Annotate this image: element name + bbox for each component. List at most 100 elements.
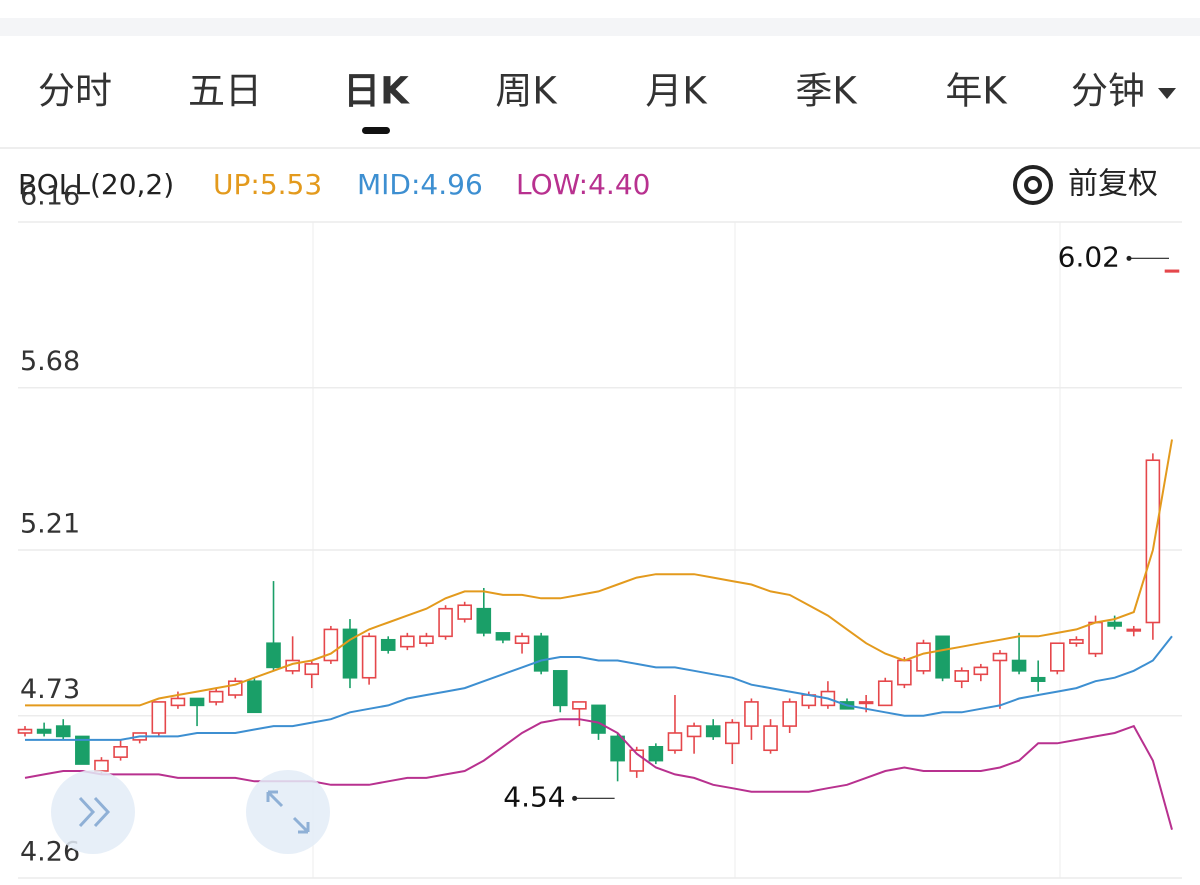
- tab[interactable]: 周K: [495, 70, 558, 113]
- candle: [36, 722, 52, 737]
- legend-entry: UP:5.53: [213, 168, 322, 201]
- y-tick-label: 5.68: [20, 346, 80, 377]
- candle: [189, 697, 205, 727]
- candle: [457, 601, 472, 623]
- candle: [342, 619, 358, 689]
- candle-body: [533, 635, 549, 672]
- band-line: [25, 635, 1173, 741]
- candle-body: [858, 701, 874, 705]
- candle: [629, 746, 645, 778]
- candle-body: [992, 652, 1008, 662]
- candle: [610, 732, 625, 782]
- y-tick-label: 5.21: [20, 509, 80, 540]
- candle: [725, 719, 740, 765]
- candle: [438, 605, 453, 640]
- candle: [400, 632, 415, 651]
- legend-entry: MID:4.96: [357, 168, 483, 201]
- candle-body: [782, 701, 797, 727]
- candle-body: [247, 680, 262, 714]
- annotation-label: 6.02: [1058, 240, 1120, 273]
- tab[interactable]: 日K: [343, 70, 410, 113]
- tab[interactable]: 月K: [645, 70, 708, 113]
- candle-body: [323, 628, 339, 662]
- candle-body: [113, 745, 128, 758]
- candle: [992, 650, 1008, 709]
- candle-body: [495, 632, 511, 641]
- tab[interactable]: 分时: [38, 70, 112, 113]
- candle: [208, 688, 224, 706]
- button-bg: [246, 770, 330, 854]
- band-line: [24, 718, 1173, 830]
- tab[interactable]: 五日: [188, 70, 262, 113]
- candle-body: [151, 701, 167, 734]
- button-icon: [266, 790, 310, 834]
- tab-indicator: [362, 127, 390, 134]
- candle: [361, 632, 377, 685]
- candle-body: [897, 659, 912, 686]
- candle: [304, 660, 320, 689]
- candle-body: [935, 635, 950, 679]
- tab[interactable]: 分钟: [1071, 70, 1145, 113]
- top-strip: [0, 18, 1200, 36]
- candle: [17, 726, 33, 737]
- candle-body: [170, 697, 186, 707]
- candle: [572, 701, 587, 727]
- candle: [113, 739, 128, 761]
- candle: [686, 722, 702, 754]
- candle: [1126, 625, 1142, 637]
- candle-body: [572, 701, 587, 710]
- candle: [533, 632, 549, 675]
- candle: [782, 698, 797, 733]
- candle: [419, 632, 434, 647]
- adjust-icon-inner: [1024, 176, 1042, 194]
- candle-body: [438, 607, 453, 638]
- candle-body: [1011, 659, 1027, 672]
- tab-bar: 分时 五日 日K 周K 月K 季K 年K 分钟: [38, 70, 1176, 134]
- candle: [954, 667, 970, 689]
- candle: [667, 695, 683, 754]
- candle-body: [591, 704, 606, 734]
- y-tick-label: 6.16: [20, 181, 80, 212]
- candle: [75, 735, 90, 765]
- candle-body: [1164, 269, 1180, 273]
- candle: [380, 636, 396, 654]
- candle: [1107, 615, 1122, 630]
- candle: [55, 719, 71, 740]
- candle-body: [1030, 676, 1046, 683]
- float-button-expand[interactable]: [246, 770, 330, 854]
- candle-body: [208, 690, 224, 703]
- tab[interactable]: 季K: [795, 70, 858, 113]
- candle-body: [304, 663, 320, 676]
- candle: [1069, 636, 1084, 647]
- candle-body: [648, 745, 664, 762]
- candle-body: [380, 638, 396, 651]
- y-tick-label: 4.73: [20, 674, 80, 705]
- candle-body: [266, 642, 281, 669]
- candle-body: [610, 735, 625, 762]
- candle-body: [476, 607, 492, 634]
- annotation-dot: [1126, 255, 1132, 261]
- candle-body: [954, 670, 970, 682]
- candle-body: [916, 642, 931, 672]
- candle: [1030, 660, 1046, 692]
- candle-body: [419, 635, 434, 645]
- candle: [323, 625, 339, 664]
- candle-body: [400, 635, 415, 648]
- adjust-button[interactable]: 前复权: [1013, 165, 1158, 205]
- tab[interactable]: 年K: [945, 70, 1008, 113]
- candle: [820, 681, 836, 709]
- candle-body: [705, 725, 721, 738]
- candle: [1164, 269, 1180, 273]
- candle-body: [1050, 642, 1065, 672]
- float-button-forward[interactable]: [51, 770, 135, 854]
- candle-body: [1145, 459, 1161, 624]
- candle-body: [17, 728, 33, 734]
- candle: [973, 663, 989, 682]
- candle: [247, 677, 262, 714]
- candle: [552, 670, 568, 713]
- indicator-name: BOLL(20,2): [18, 168, 174, 201]
- candle-body: [686, 725, 702, 738]
- adjust-label: 前复权: [1068, 167, 1158, 202]
- candle: [495, 632, 511, 644]
- candle-body: [55, 725, 71, 738]
